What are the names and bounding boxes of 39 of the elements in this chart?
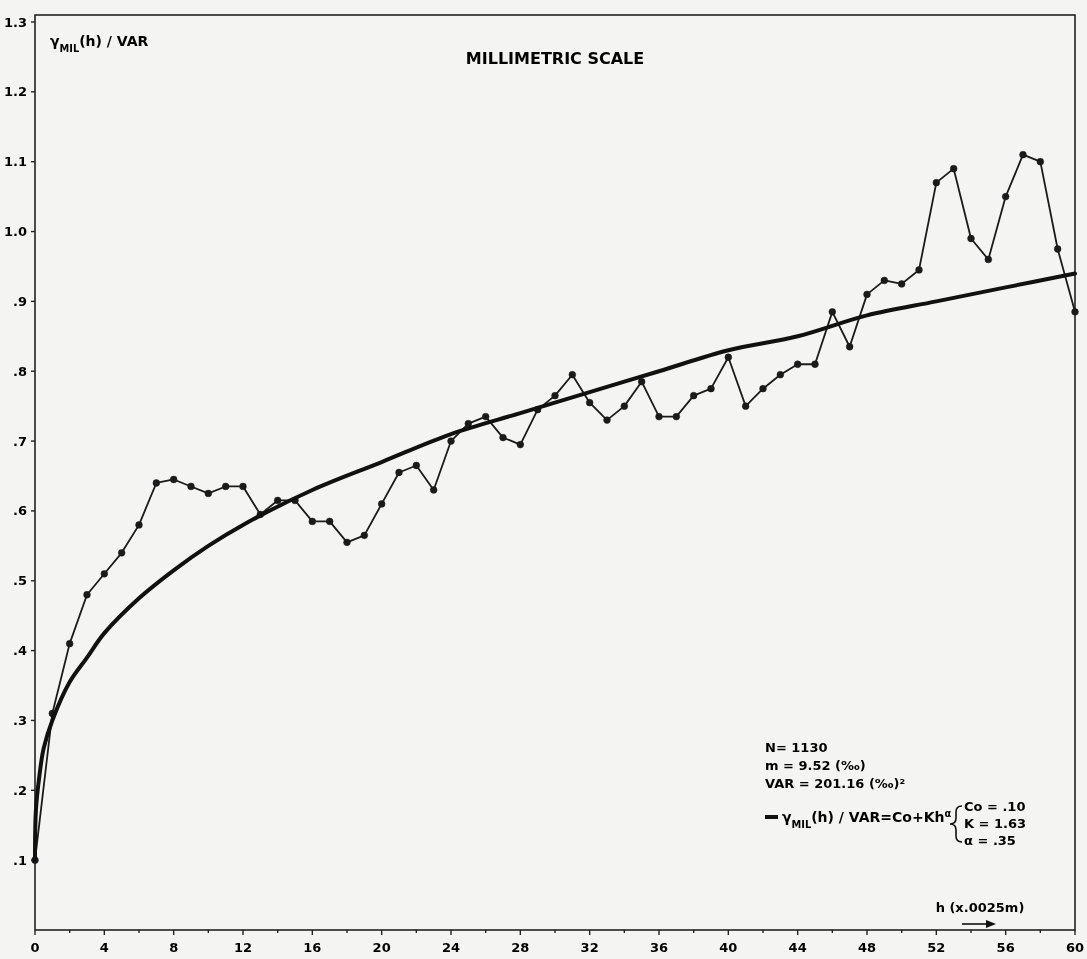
annotation: α = .35 — [964, 833, 1016, 848]
x-tick-label: 40 — [719, 940, 738, 955]
y-tick-label: .3 — [13, 713, 27, 729]
annotation: m = 9.52 (‰) — [765, 758, 866, 773]
x-tick-label: 32 — [580, 940, 599, 955]
x-tick-label: 16 — [303, 940, 322, 955]
y-tick-label: .5 — [13, 573, 27, 589]
y-tick-label: 1.3 — [3, 14, 27, 30]
x-tick-label: 56 — [996, 940, 1015, 955]
annotation: K = 1.63 — [964, 816, 1027, 831]
y-tick-label: 1.0 — [3, 224, 27, 240]
text: MILLIMETRIC SCALE — [465, 49, 645, 68]
y-tick-label: .2 — [13, 782, 27, 798]
x-tick-label: 20 — [372, 940, 391, 955]
x-tick-label: 8 — [169, 940, 179, 955]
y-tick-label: .9 — [13, 293, 27, 309]
y-tick-label: .1 — [13, 852, 27, 868]
y-tick-label: .7 — [13, 433, 27, 449]
x-tick-label: 36 — [649, 940, 669, 955]
x-tick-label: 60 — [1065, 940, 1085, 955]
annotation: VAR = 201.16 (‰)² — [765, 776, 906, 791]
y-axis-title: γ$_{MIL}$(h) / VAR — [50, 33, 149, 54]
x-tick-label: 24 — [441, 940, 461, 955]
y-tick-label: .6 — [13, 503, 27, 519]
x-tick-label: 12 — [233, 940, 253, 955]
x-axis-title: h (x.0025m) — [935, 900, 1025, 915]
x-tick-label: 0 — [30, 940, 40, 955]
y-tick-label: .4 — [13, 643, 27, 659]
x-tick-label: 28 — [511, 940, 530, 955]
annotation: Co = .10 — [964, 799, 1026, 814]
legend-label: γ$_{MIL}$(h) / VAR=Co+Kh$^{α}$ — [782, 807, 952, 830]
y-tick-label: .8 — [13, 363, 27, 379]
x-tick-label: 4 — [99, 940, 109, 955]
x-tick-label: 48 — [857, 940, 877, 955]
x-tick-label: 52 — [927, 940, 946, 955]
y-tick-label: 1.1 — [3, 154, 27, 170]
x-tick-label: 44 — [788, 940, 807, 955]
annotation: N= 1130 — [765, 740, 828, 755]
y-tick-label: 1.2 — [3, 84, 27, 100]
